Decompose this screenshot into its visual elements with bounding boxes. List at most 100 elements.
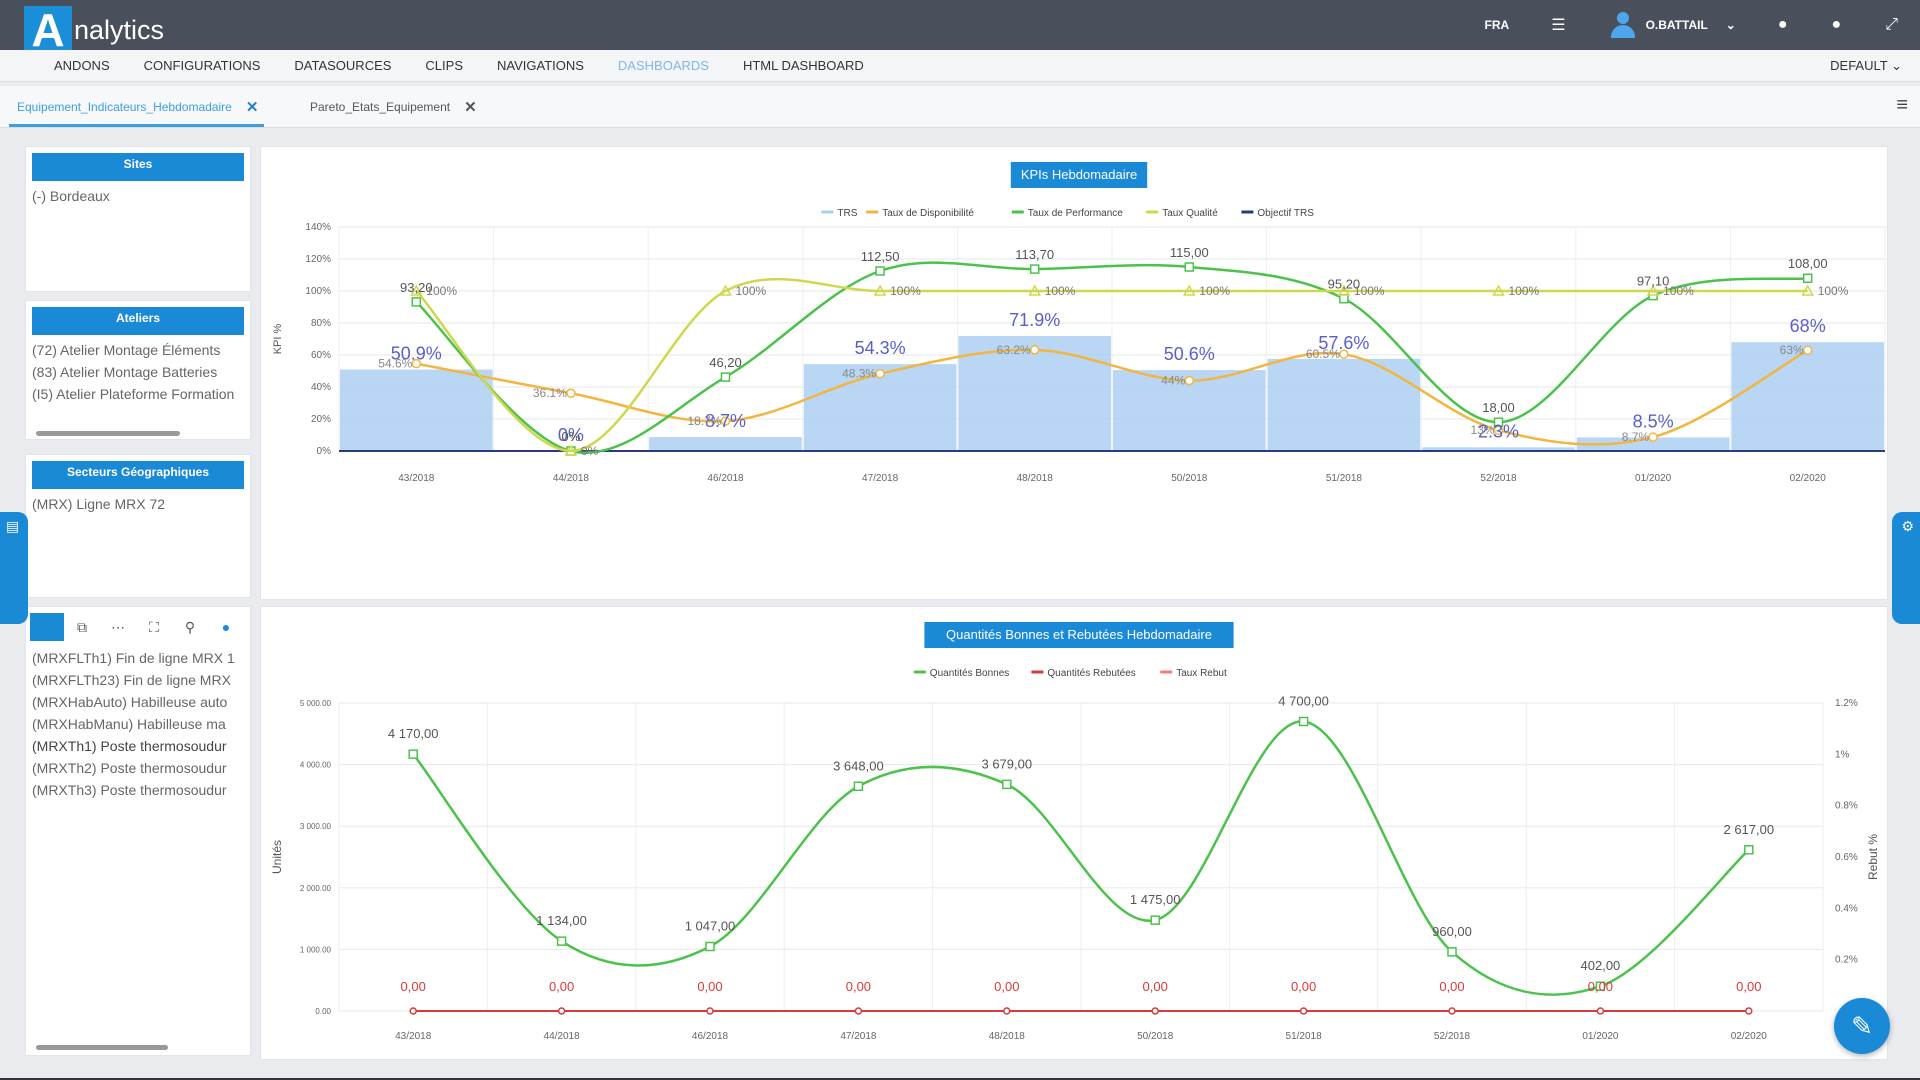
disponibilite-data-label: 36.1% [533, 386, 567, 400]
filter-item[interactable]: (MRX) Ligne MRX 72 [32, 496, 166, 512]
default-selector[interactable]: DEFAULT ⌄ [1830, 58, 1902, 74]
rebutees-point [557, 1007, 566, 1015]
legend-item: TRS [837, 208, 857, 219]
tab-equipement-indicateurs[interactable]: Equipement_Indicateurs_Hebdomadaire ✕ [8, 98, 265, 127]
panel-icon: ▤ [6, 518, 20, 534]
series-line [415, 261, 1808, 454]
filter-ateliers: Ateliers (72) Atelier Montage Éléments (… [25, 300, 251, 440]
qualite-point [873, 284, 887, 296]
performance-data-label: 115,00 [1170, 245, 1209, 260]
y2-tick-label: 0.8% [1835, 801, 1858, 812]
qualite-point [1337, 284, 1351, 296]
filter-item[interactable]: (MRXTh1) Poste thermosoudur [32, 738, 227, 754]
menu-dashboards[interactable]: DASHBOARDS [617, 58, 709, 73]
settings-icon: ⚙ [1901, 518, 1914, 534]
bonnes-data-label: 3 648,00 [833, 758, 884, 773]
horizontal-scrollbar[interactable] [36, 431, 180, 436]
filter-title [30, 613, 64, 641]
menu-andons[interactable]: ANDONS [54, 58, 110, 73]
filter-item[interactable]: (MRXHabAuto) Habilleuse auto [32, 694, 228, 710]
disponibilite-point [566, 388, 576, 398]
filter-item[interactable]: (MRXHabManu) Habilleuse ma [32, 716, 226, 732]
copy-icon[interactable]: ⧉ [77, 618, 87, 635]
disponibilite-data-label: 48.3% [842, 367, 876, 381]
qualite-data-label: 100% [426, 284, 457, 298]
user-menu[interactable]: O.BATTAIL ⌄ [1588, 10, 1756, 40]
rebutees-data-label: 0,00 [401, 979, 426, 994]
x-tick-label: 51/2018 [1286, 1031, 1323, 1042]
performance-point [1493, 417, 1504, 427]
series-line [416, 348, 1809, 446]
trs-data-label: 57.6% [1318, 333, 1369, 353]
x-tick-label: 02/2020 [1790, 473, 1827, 484]
x-tick-label: 46/2018 [707, 473, 744, 484]
trs-bar [1422, 447, 1575, 451]
question-icon[interactable]: ● [1777, 16, 1788, 33]
more-icon[interactable]: ⋯ [111, 618, 125, 635]
x-tick-label: 02/2020 [1731, 1031, 1768, 1042]
list-icon[interactable]: ☰ [1551, 17, 1566, 34]
quantities-chart-panel: Quantités Bonnes et Rebutées Hebdomadair… [260, 606, 1888, 1060]
performance-data-label: 113,70 [1015, 247, 1054, 262]
menu-clips[interactable]: CLIPS [425, 58, 463, 73]
chevron-down-icon: ⌄ [1891, 57, 1902, 73]
performance-point [720, 372, 731, 382]
disponibilite-point [411, 358, 422, 369]
filter-item[interactable]: (MRXFLTh1) Fin de ligne MRX 1 [32, 650, 235, 666]
legend-item: Quantités Rebutées [1047, 668, 1135, 679]
filter-item[interactable]: (83) Atelier Montage Batteries [32, 364, 218, 380]
left-drawer-tab[interactable]: ▤ [0, 512, 28, 624]
clear-filter-icon[interactable]: ⚲ [184, 618, 196, 635]
filter-item[interactable]: (I5) Atelier Plateforme Formation [32, 386, 235, 402]
menu-datasources[interactable]: DATASOURCES [294, 58, 392, 73]
x-tick-label: 01/2020 [1582, 1031, 1619, 1042]
filter-item[interactable]: (-) Bordeaux [32, 188, 110, 204]
tab-pareto-etats[interactable]: Pareto_Etats_Equipement ✕ [310, 98, 477, 116]
y-tick-label: 140% [305, 222, 331, 233]
info-icon[interactable]: ● [221, 619, 231, 635]
language-selector[interactable]: FRA [1484, 18, 1510, 32]
menu-html-dashboard[interactable]: HTML DASHBOARD [742, 58, 864, 73]
filter-item[interactable]: (72) Atelier Montage Éléments [32, 342, 221, 358]
y-axis-label: Unités [270, 840, 284, 874]
select-all-icon[interactable]: ⛶ [149, 618, 159, 635]
menu-navigations[interactable]: NAVIGATIONS [497, 58, 584, 73]
hamburger-icon[interactable]: ≡ [1896, 94, 1908, 116]
trs-bar [1576, 437, 1730, 451]
logo-letter: A [24, 6, 72, 54]
performance-data-label: 97,10 [1637, 274, 1670, 289]
trs-bar [649, 437, 802, 451]
performance-point [1029, 264, 1040, 274]
performance-data-label: 46,20 [709, 355, 742, 370]
filter-secteurs: Secteurs Géographiques (MRX) Ligne MRX 7… [25, 454, 251, 598]
bonnes-data-label: 960,00 [1432, 924, 1472, 939]
close-icon[interactable]: ✕ [245, 99, 259, 116]
filter-item[interactable]: (MRXTh3) Poste thermosoudur [32, 782, 227, 798]
filter-item[interactable]: (MRXFLTh23) Fin de ligne MRX [32, 672, 231, 688]
rebutees-point [706, 1007, 714, 1015]
x-tick-label: 48/2018 [989, 1031, 1026, 1042]
performance-data-label: 95,20 [1328, 277, 1361, 292]
expand-icon[interactable]: ⤢ [1885, 16, 1898, 33]
horizontal-scrollbar[interactable] [36, 1045, 168, 1050]
pencil-icon[interactable]: ✎ [1834, 998, 1890, 1054]
y-tick-label: 80% [311, 318, 331, 329]
performance-point [875, 266, 885, 276]
y2-tick-label: 1.2% [1835, 698, 1858, 709]
qualite-data-label: 100% [890, 284, 921, 298]
trs-data-label: 54.3% [855, 338, 906, 358]
bonnes-point [1595, 981, 1606, 991]
app-logo[interactable]: A nalytics [24, 6, 164, 54]
close-icon[interactable]: ✕ [464, 99, 477, 116]
filter-item[interactable]: (MRXTh2) Poste thermosoudur [32, 760, 227, 776]
rebutees-data-label: 0,00 [1143, 979, 1168, 994]
info-icon[interactable]: ● [1831, 16, 1842, 33]
menu-configurations[interactable]: CONFIGURATIONS [143, 58, 261, 73]
x-tick-label: 52/2018 [1480, 473, 1517, 484]
y2-tick-label: 1% [1835, 749, 1850, 760]
tab-label: Pareto_Etats_Equipement [310, 100, 451, 114]
right-drawer-tab[interactable]: ⚙ [1892, 512, 1920, 624]
x-tick-label: 44/2018 [553, 473, 590, 484]
bonnes-point [1150, 915, 1160, 925]
chart-title: KPIs Hebdomadaire [1021, 167, 1137, 182]
